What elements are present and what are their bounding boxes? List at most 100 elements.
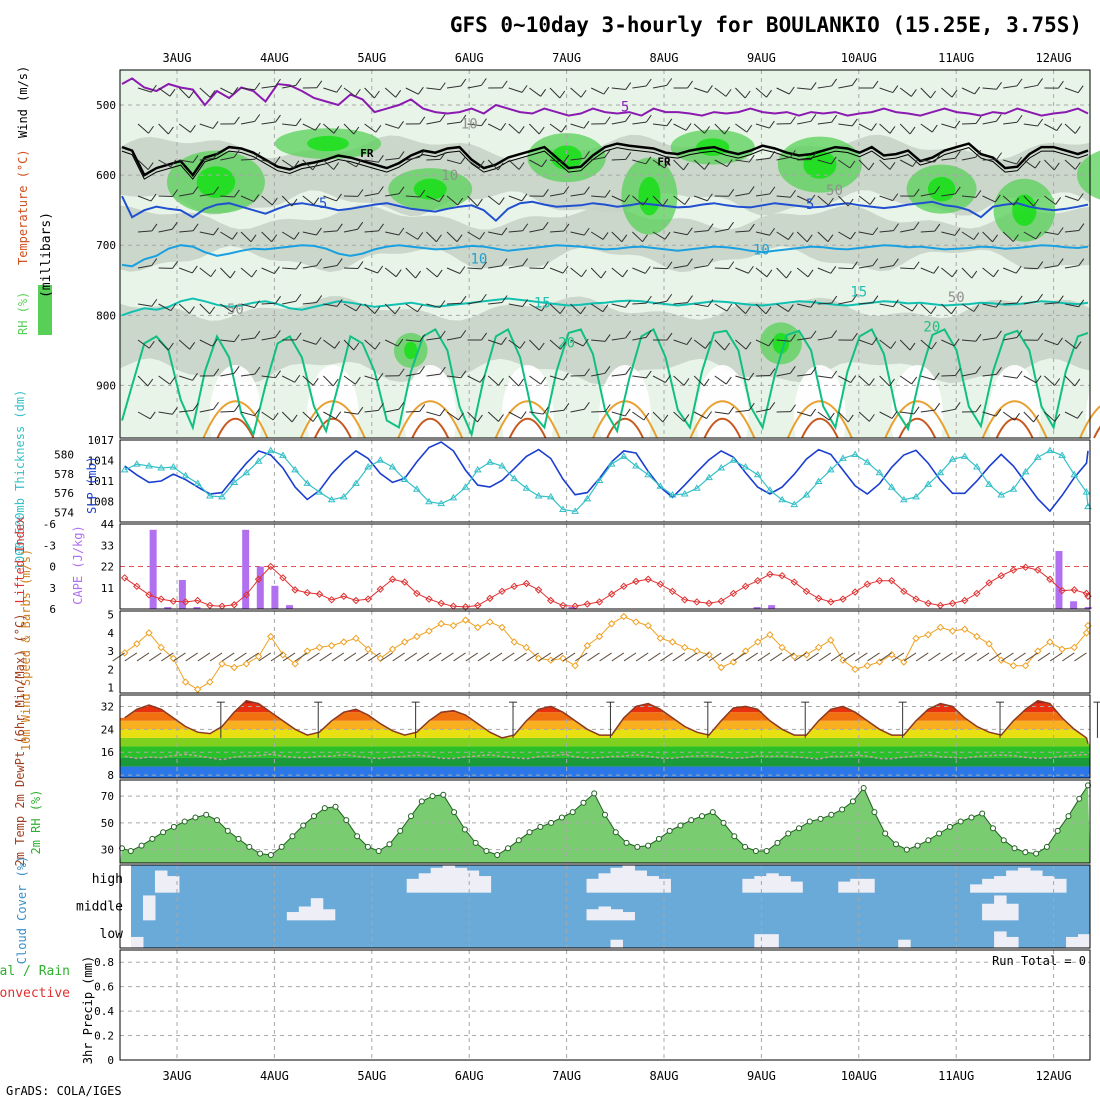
upper-wind-barb bbox=[714, 228, 729, 233]
dewpoint-line bbox=[124, 752, 1089, 761]
upper-wind-barb-flag bbox=[995, 408, 1002, 417]
wind-speed-marker bbox=[206, 678, 214, 686]
date-label-bottom: 12AUG bbox=[1036, 1069, 1072, 1083]
upper-wind-barb bbox=[529, 303, 542, 312]
wind-speed-marker bbox=[741, 647, 750, 655]
lifted-index-marker bbox=[924, 599, 932, 608]
upper-wind-barb bbox=[611, 267, 623, 278]
lifted-index-marker bbox=[547, 596, 555, 605]
cloud-cell bbox=[622, 865, 635, 893]
upper-wind-barb-flag bbox=[357, 406, 364, 415]
upper-wind-barb-flag bbox=[377, 186, 384, 194]
wind-speed-marker bbox=[193, 685, 202, 694]
upper-wind-barb bbox=[158, 87, 171, 97]
upper-wind-barb-flag bbox=[147, 162, 154, 170]
wind-barb bbox=[587, 652, 600, 662]
thickness-marker bbox=[997, 491, 1006, 498]
upper-wind-barb bbox=[776, 339, 791, 342]
upper-wind-barb-flag bbox=[684, 197, 691, 205]
upper-wind-barb bbox=[776, 372, 791, 377]
upper-wind-barb-flag bbox=[724, 126, 731, 135]
lifted-index-marker bbox=[291, 586, 299, 594]
upper-wind-barb bbox=[1044, 411, 1056, 422]
upper-wind-barb bbox=[817, 267, 831, 274]
cape-bar bbox=[753, 607, 761, 609]
pressure-tick-label: 900 bbox=[96, 379, 116, 392]
thickness-marker bbox=[644, 470, 653, 478]
frame-layer bbox=[119, 69, 1091, 1061]
upper-wind-barb-flag bbox=[1075, 341, 1082, 349]
upper-wind-barb-flag bbox=[336, 258, 343, 266]
contour-label: 20 bbox=[558, 336, 575, 352]
rh-marker bbox=[569, 809, 576, 816]
cloud-cell bbox=[1066, 936, 1079, 948]
legend-rh-swatch bbox=[38, 285, 52, 335]
wind-barb bbox=[855, 652, 868, 662]
upper-wind-barb-flag bbox=[683, 378, 690, 386]
upper-wind-barb-flag bbox=[316, 295, 323, 303]
upper-wind-barb-flag bbox=[748, 223, 755, 232]
lifted-index-marker bbox=[230, 601, 238, 609]
upper-wind-barb-flag bbox=[847, 198, 854, 207]
upper-wind-barb bbox=[323, 123, 335, 134]
lifted-index-marker bbox=[327, 596, 336, 604]
upper-wind-barb-flag bbox=[625, 330, 632, 339]
thickness-marker bbox=[973, 463, 981, 470]
upper-wind-barb bbox=[673, 339, 687, 346]
upper-wind-barb bbox=[323, 159, 334, 170]
upper-wind-barb bbox=[982, 87, 997, 90]
upper-wind-barb bbox=[961, 195, 976, 198]
upper-wind-barb bbox=[179, 230, 194, 233]
thickness-marker bbox=[753, 470, 762, 478]
upper-wind-barb-flag bbox=[188, 90, 195, 99]
date-label-top: 3AUG bbox=[163, 51, 192, 65]
upper-wind-barb-flag bbox=[584, 368, 591, 376]
wind-speed-marker bbox=[778, 643, 786, 652]
upper-wind-barb bbox=[797, 87, 812, 90]
upper-wind-barb-flag bbox=[624, 300, 631, 308]
upper-wind-barb-flag bbox=[665, 375, 671, 383]
dry-pocket bbox=[988, 364, 1041, 469]
upper-wind-barb-flag bbox=[850, 375, 857, 383]
upper-wind-barb-flag bbox=[169, 88, 176, 97]
upper-wind-barb bbox=[632, 375, 647, 379]
upper-wind-barb bbox=[302, 195, 315, 206]
upper-wind-barb bbox=[1023, 231, 1037, 240]
upper-wind-barb-flag bbox=[850, 231, 856, 240]
upper-wind-barb bbox=[735, 409, 750, 413]
upper-wind-barb-flag bbox=[971, 270, 978, 279]
lifted-index-marker bbox=[668, 587, 677, 595]
upper-wind-barb-flag bbox=[911, 303, 918, 312]
upper-wind-barb-flag bbox=[438, 194, 445, 202]
upper-wind-barb-flag bbox=[398, 151, 405, 159]
upper-wind-barb bbox=[343, 339, 355, 351]
upper-wind-barb bbox=[735, 192, 750, 197]
thickness-marker bbox=[839, 454, 847, 461]
lifted-index-marker bbox=[680, 596, 689, 604]
isotherm-25c bbox=[981, 400, 1048, 439]
upper-wind-barb bbox=[158, 303, 172, 312]
upper-wind-barb-flag bbox=[314, 122, 321, 131]
cape-bar bbox=[256, 566, 264, 609]
wind-barb bbox=[562, 652, 576, 662]
upper-wind-barb bbox=[858, 231, 873, 236]
isotherm-line bbox=[121, 297, 1089, 317]
lifted-index-marker bbox=[827, 598, 835, 606]
upper-wind-barb-flag bbox=[481, 332, 488, 341]
wind-barb bbox=[696, 652, 710, 662]
thickness-marker bbox=[826, 465, 835, 473]
upper-wind-barb-flag bbox=[686, 227, 693, 236]
upper-wind-barb bbox=[755, 303, 767, 315]
upper-wind-barb-flag bbox=[291, 414, 298, 423]
upper-wind-barb bbox=[529, 87, 541, 97]
lifted-index-marker bbox=[754, 576, 762, 585]
upper-wind-barb-flag bbox=[788, 86, 795, 95]
lifted-index-line bbox=[124, 565, 1089, 608]
upper-wind-barb bbox=[899, 159, 913, 167]
lifted-index-marker bbox=[413, 589, 421, 598]
upper-wind-barb-flag bbox=[275, 296, 281, 304]
upper-wind-barb-flag bbox=[563, 223, 570, 232]
upper-wind-barb-flag bbox=[951, 269, 958, 278]
upper-wind-barb bbox=[1044, 123, 1058, 131]
upper-wind-barb-flag bbox=[995, 114, 1002, 122]
